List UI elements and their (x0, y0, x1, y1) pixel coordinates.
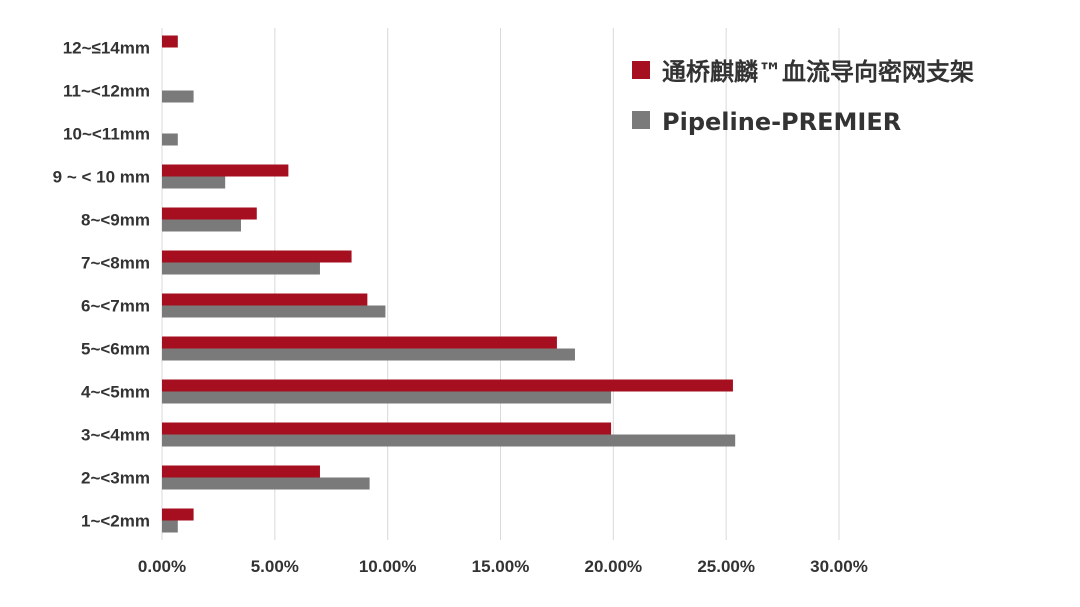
category-label: 10~<11mm (63, 125, 150, 144)
bar-series-2 (162, 90, 194, 103)
bar-series-2 (162, 391, 612, 404)
bar-series-2 (162, 348, 575, 361)
legend-swatch-series-2 (632, 111, 650, 129)
category-label: 9 ~ < 10 mm (53, 168, 150, 187)
legend: 通桥麒麟™血流导向密网支架 Pipeline-PREMIER (632, 58, 974, 136)
bar-series-1 (162, 508, 194, 521)
bar-series-2 (162, 262, 320, 275)
bar-series-1 (162, 207, 257, 220)
bar-series-1 (162, 465, 320, 478)
x-tick-labels: 0.00% 5.00% 10.00% 15.00% 20.00% 25.00% 30.00% (138, 557, 868, 576)
x-tick-label: 25.00% (697, 557, 755, 576)
bar-series-2 (162, 434, 736, 447)
category-label: 12~≤14mm (63, 39, 150, 58)
x-tick-label: 0.00% (138, 557, 186, 576)
bar-series-2 (162, 176, 226, 189)
x-tick-label: 30.00% (810, 557, 868, 576)
bar-series-1 (162, 379, 733, 392)
bar-series-2 (162, 133, 178, 146)
bar-series-2 (162, 305, 386, 318)
legend-item-series-2: Pipeline-PREMIER (632, 108, 901, 136)
category-label: 3~<4mm (81, 426, 150, 445)
bar-series-1 (162, 336, 557, 349)
grid-lines (161, 28, 840, 540)
category-label: 4~<5mm (81, 383, 150, 402)
bar-series-1 (162, 293, 368, 306)
x-tick-label: 15.00% (472, 557, 530, 576)
bar-series-1 (162, 164, 289, 177)
legend-item-series-1: 通桥麒麟™血流导向密网支架 (632, 58, 974, 86)
category-label: 11~<12mm (63, 82, 150, 101)
bar-series-1 (162, 35, 178, 48)
category-label: 2~<3mm (81, 469, 150, 488)
legend-swatch-series-1 (632, 61, 650, 79)
bar-series-2 (162, 219, 241, 232)
bar-series-2 (162, 477, 370, 490)
legend-label-series-2: Pipeline-PREMIER (662, 108, 901, 136)
x-tick-label: 10.00% (359, 557, 417, 576)
bar-series-2 (162, 520, 178, 533)
category-label: 8~<9mm (81, 211, 150, 230)
x-tick-label: 5.00% (251, 557, 299, 576)
category-labels: 12~≤14mm 11~<12mm 10~<11mm 9 ~ < 10 mm 8~<9m… (53, 39, 150, 531)
bar-series-1 (162, 422, 612, 435)
bar-series-1 (162, 250, 352, 263)
x-tick-label: 20.00% (584, 557, 642, 576)
category-label: 6~<7mm (81, 297, 150, 316)
category-label: 7~<8mm (81, 254, 150, 273)
category-label: 1~<2mm (81, 512, 150, 531)
category-label: 5~<6mm (81, 340, 150, 359)
legend-label-series-1: 通桥麒麟™血流导向密网支架 (662, 58, 974, 86)
bars (162, 35, 736, 533)
